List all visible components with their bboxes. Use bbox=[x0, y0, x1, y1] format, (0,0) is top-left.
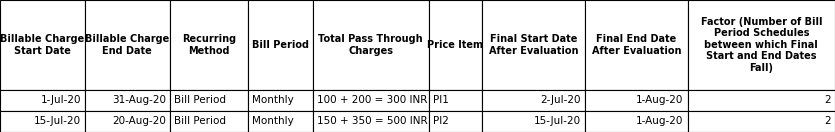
Bar bbox=[483, 90, 585, 111]
Text: Final Start Date
After Evaluation: Final Start Date After Evaluation bbox=[488, 34, 579, 56]
Text: Monthly: Monthly bbox=[252, 95, 294, 105]
Text: 100 + 200 = 300 INR: 100 + 200 = 300 INR bbox=[316, 95, 427, 105]
Bar bbox=[428, 111, 483, 132]
Bar bbox=[428, 0, 483, 90]
Text: Factor (Number of Bill
Period Schedules
between which Final
Start and End Dates
: Factor (Number of Bill Period Schedules … bbox=[701, 17, 822, 73]
Bar bbox=[170, 90, 248, 111]
Bar bbox=[85, 0, 170, 90]
Bar bbox=[312, 0, 428, 90]
Text: 150 + 350 = 500 INR: 150 + 350 = 500 INR bbox=[316, 116, 428, 126]
Bar bbox=[248, 0, 312, 90]
Text: 1-Aug-20: 1-Aug-20 bbox=[636, 116, 684, 126]
Bar bbox=[85, 111, 170, 132]
Bar bbox=[170, 0, 248, 90]
Text: 2-Jul-20: 2-Jul-20 bbox=[540, 95, 581, 105]
Bar bbox=[483, 111, 585, 132]
Text: 2: 2 bbox=[824, 116, 831, 126]
Bar bbox=[688, 111, 835, 132]
Bar bbox=[585, 111, 688, 132]
Bar bbox=[0, 0, 85, 90]
Text: Billable Charge
End Date: Billable Charge End Date bbox=[85, 34, 170, 56]
Bar bbox=[688, 0, 835, 90]
Text: 1-Aug-20: 1-Aug-20 bbox=[636, 95, 684, 105]
Bar bbox=[483, 0, 585, 90]
Text: Bill Period: Bill Period bbox=[174, 95, 225, 105]
Bar bbox=[0, 111, 85, 132]
Bar bbox=[585, 0, 688, 90]
Bar bbox=[85, 90, 170, 111]
Text: Final End Date
After Evaluation: Final End Date After Evaluation bbox=[591, 34, 681, 56]
Bar bbox=[312, 90, 428, 111]
Bar bbox=[248, 90, 312, 111]
Text: Bill Period: Bill Period bbox=[252, 40, 309, 50]
Text: 15-Jul-20: 15-Jul-20 bbox=[534, 116, 581, 126]
Text: 20-Aug-20: 20-Aug-20 bbox=[112, 116, 165, 126]
Text: PI1: PI1 bbox=[433, 95, 448, 105]
Bar bbox=[312, 111, 428, 132]
Bar bbox=[248, 111, 312, 132]
Bar bbox=[688, 90, 835, 111]
Text: Price Item: Price Item bbox=[428, 40, 483, 50]
Text: 2: 2 bbox=[824, 95, 831, 105]
Text: 1-Jul-20: 1-Jul-20 bbox=[40, 95, 81, 105]
Bar bbox=[585, 90, 688, 111]
Text: Total Pass Through
Charges: Total Pass Through Charges bbox=[318, 34, 423, 56]
Text: Billable Charge
Start Date: Billable Charge Start Date bbox=[0, 34, 84, 56]
Text: Recurring
Method: Recurring Method bbox=[182, 34, 236, 56]
Bar bbox=[170, 111, 248, 132]
Text: 31-Aug-20: 31-Aug-20 bbox=[112, 95, 165, 105]
Bar bbox=[0, 90, 85, 111]
Text: Bill Period: Bill Period bbox=[174, 116, 225, 126]
Bar bbox=[428, 90, 483, 111]
Text: PI2: PI2 bbox=[433, 116, 448, 126]
Text: Monthly: Monthly bbox=[252, 116, 294, 126]
Text: 15-Jul-20: 15-Jul-20 bbox=[33, 116, 81, 126]
